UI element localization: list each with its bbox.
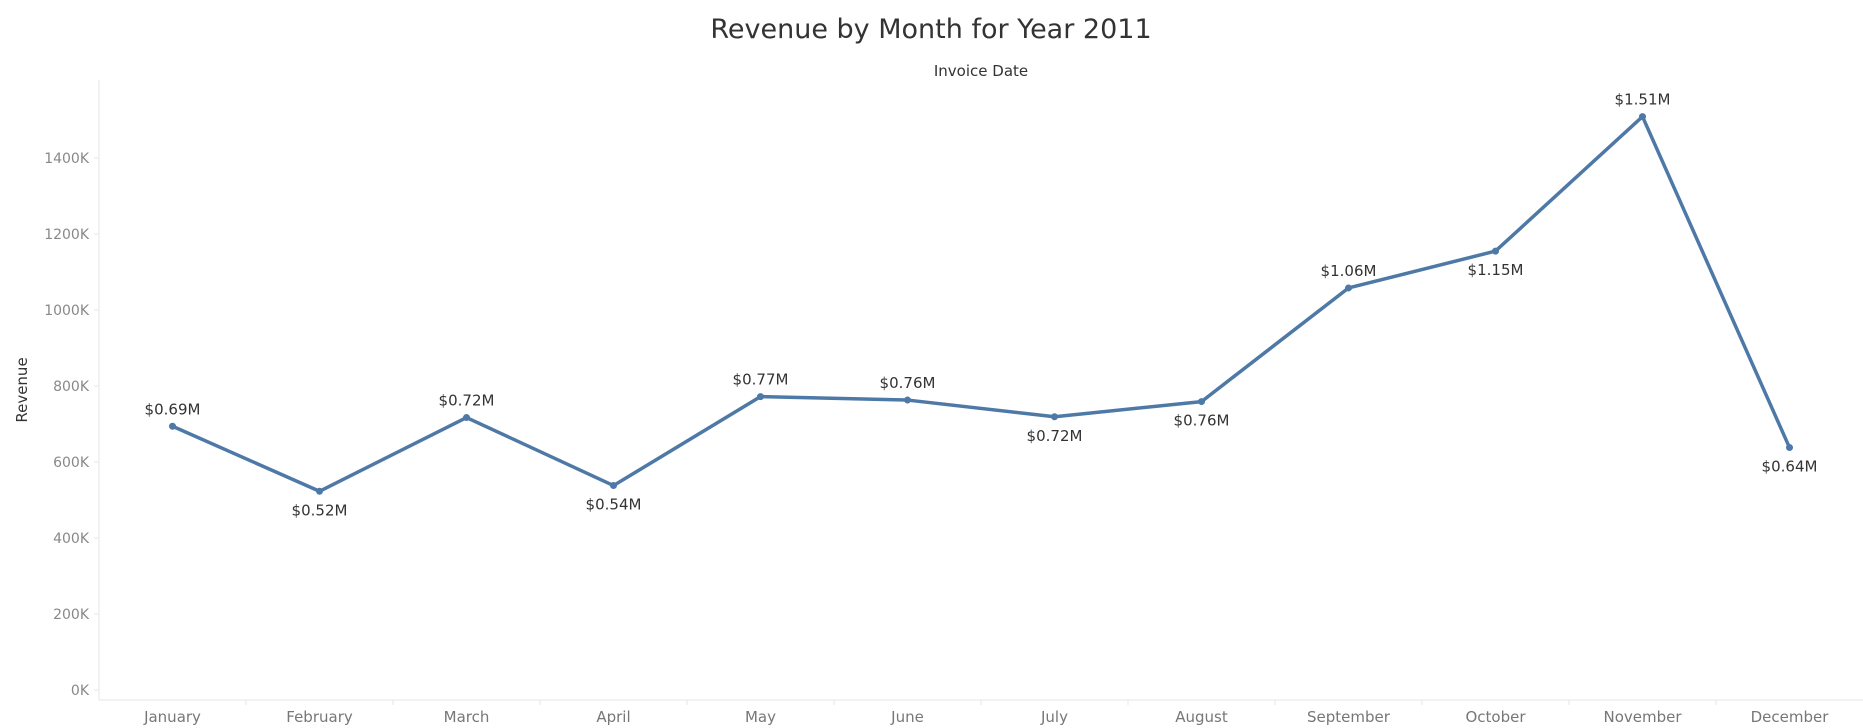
data-label: $1.15M — [1468, 261, 1524, 279]
data-point — [1492, 247, 1499, 255]
data-label: $0.69M — [145, 400, 201, 418]
data-point — [610, 482, 617, 490]
y-tick-label: 0K — [71, 683, 90, 699]
data-point — [1639, 113, 1646, 121]
data-point — [904, 396, 911, 404]
data-label: $0.72M — [439, 392, 495, 410]
x-axis-ticks: January February March April May June July Augu… — [143, 708, 1829, 726]
data-point — [169, 422, 176, 430]
y-tick-label: 200K — [53, 607, 90, 623]
data-label: $0.54M — [586, 496, 642, 514]
y-tick-label: 1200K — [44, 227, 90, 243]
data-label: $0.52M — [292, 501, 348, 519]
data-label: $0.64M — [1762, 458, 1818, 476]
x-tick-label: May — [745, 708, 776, 726]
chart-title: Revenue by Month for Year 2011 — [710, 14, 1151, 45]
x-tick-label: October — [1465, 708, 1526, 726]
axes — [98, 80, 1863, 705]
x-tick-label: July — [1040, 708, 1068, 726]
data-label: $1.06M — [1321, 262, 1377, 280]
revenue-line — [171, 114, 1792, 494]
x-tick-label: January — [143, 708, 201, 726]
data-point — [1345, 284, 1352, 292]
x-tick-label: August — [1175, 708, 1228, 726]
data-label: $0.76M — [880, 374, 936, 392]
series-revenue — [169, 113, 1793, 495]
x-tick-label: December — [1751, 708, 1830, 726]
data-label: $0.76M — [1174, 412, 1230, 430]
y-tick-label: 800K — [53, 379, 90, 395]
y-tick-label: 400K — [53, 531, 90, 547]
y-tick-label: 600K — [53, 455, 90, 471]
data-label: $0.77M — [733, 371, 789, 389]
data-point — [1198, 398, 1205, 406]
y-axis-ticks: 0K 200K 400K 600K 800K 1000K 1200K 1400K — [44, 151, 99, 699]
y-tick-label: 1400K — [44, 151, 90, 167]
x-tick-label: September — [1307, 708, 1391, 726]
y-axis-title: Revenue — [13, 357, 31, 422]
x-tick-label: March — [444, 708, 490, 726]
data-point — [316, 487, 323, 495]
data-point — [757, 393, 764, 401]
data-labels: $0.69M $0.52M $0.72M $0.54M $0.77M $0.76M $0.7… — [145, 91, 1818, 520]
x-axis-title: Invoice Date — [934, 62, 1028, 80]
y-tick-label: 1000K — [44, 303, 90, 319]
x-tick-label: November — [1603, 708, 1682, 726]
data-point — [1051, 413, 1058, 421]
x-tick-label: February — [286, 708, 353, 726]
x-tick-label: June — [890, 708, 924, 726]
data-label: $1.51M — [1615, 91, 1671, 109]
data-point — [1786, 444, 1793, 452]
data-label: $0.72M — [1027, 427, 1083, 445]
x-tick-label: April — [596, 708, 630, 726]
data-point — [463, 414, 470, 422]
